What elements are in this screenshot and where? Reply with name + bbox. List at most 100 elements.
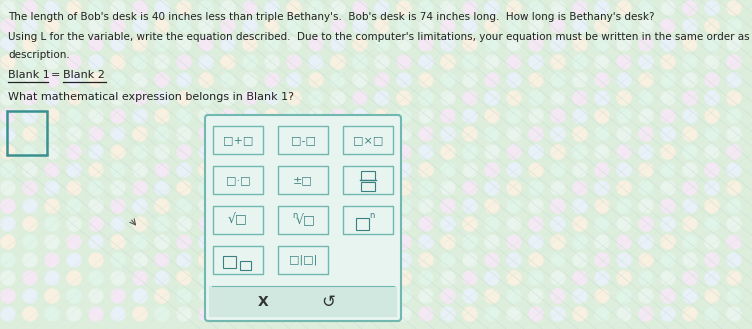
Circle shape [441, 217, 455, 231]
Circle shape [67, 199, 81, 213]
Circle shape [353, 181, 367, 195]
Circle shape [573, 91, 587, 105]
Circle shape [265, 127, 279, 141]
Circle shape [705, 217, 719, 231]
Circle shape [23, 253, 37, 267]
Circle shape [617, 1, 631, 15]
Circle shape [419, 55, 433, 69]
Circle shape [551, 181, 565, 195]
Circle shape [287, 1, 301, 15]
Circle shape [67, 253, 81, 267]
Circle shape [529, 289, 543, 303]
Circle shape [265, 145, 279, 159]
Circle shape [1, 145, 15, 159]
Circle shape [309, 307, 323, 321]
Circle shape [441, 235, 455, 249]
Circle shape [683, 181, 697, 195]
Circle shape [375, 235, 389, 249]
Circle shape [419, 37, 433, 51]
Circle shape [45, 127, 59, 141]
Circle shape [89, 19, 103, 33]
Circle shape [661, 199, 675, 213]
Circle shape [243, 235, 257, 249]
Text: n: n [369, 211, 374, 219]
FancyBboxPatch shape [278, 126, 328, 154]
Circle shape [683, 163, 697, 177]
Circle shape [419, 289, 433, 303]
Circle shape [221, 163, 235, 177]
Circle shape [23, 307, 37, 321]
Circle shape [287, 253, 301, 267]
FancyBboxPatch shape [213, 126, 263, 154]
Circle shape [23, 37, 37, 51]
Circle shape [133, 163, 147, 177]
Circle shape [1, 91, 15, 105]
Circle shape [111, 127, 125, 141]
Circle shape [177, 181, 191, 195]
Circle shape [463, 163, 477, 177]
Circle shape [45, 55, 59, 69]
Circle shape [265, 217, 279, 231]
Circle shape [221, 37, 235, 51]
Circle shape [529, 37, 543, 51]
Circle shape [419, 19, 433, 33]
Circle shape [639, 1, 653, 15]
Circle shape [705, 19, 719, 33]
Circle shape [243, 37, 257, 51]
Circle shape [485, 307, 499, 321]
Circle shape [265, 19, 279, 33]
Circle shape [221, 199, 235, 213]
Circle shape [705, 235, 719, 249]
Circle shape [23, 163, 37, 177]
Circle shape [529, 91, 543, 105]
Circle shape [441, 127, 455, 141]
Circle shape [397, 271, 411, 285]
Circle shape [309, 19, 323, 33]
Circle shape [177, 307, 191, 321]
Circle shape [419, 145, 433, 159]
Circle shape [683, 1, 697, 15]
Circle shape [397, 1, 411, 15]
Circle shape [573, 289, 587, 303]
Circle shape [287, 37, 301, 51]
Circle shape [331, 37, 345, 51]
Circle shape [331, 271, 345, 285]
Circle shape [221, 91, 235, 105]
Circle shape [507, 271, 521, 285]
Circle shape [639, 217, 653, 231]
Circle shape [67, 145, 81, 159]
Circle shape [23, 235, 37, 249]
Circle shape [155, 145, 169, 159]
Circle shape [111, 253, 125, 267]
Circle shape [353, 1, 367, 15]
Circle shape [177, 109, 191, 123]
Circle shape [419, 181, 433, 195]
Circle shape [287, 271, 301, 285]
Circle shape [287, 199, 301, 213]
Circle shape [375, 217, 389, 231]
Circle shape [463, 307, 477, 321]
Circle shape [1, 289, 15, 303]
Circle shape [309, 37, 323, 51]
Circle shape [331, 181, 345, 195]
Circle shape [221, 73, 235, 87]
Circle shape [507, 235, 521, 249]
Circle shape [397, 163, 411, 177]
Circle shape [419, 127, 433, 141]
Circle shape [111, 109, 125, 123]
Circle shape [89, 253, 103, 267]
Circle shape [67, 217, 81, 231]
Circle shape [573, 73, 587, 87]
Circle shape [287, 73, 301, 87]
Circle shape [23, 73, 37, 87]
Circle shape [287, 19, 301, 33]
Circle shape [507, 127, 521, 141]
Circle shape [727, 217, 741, 231]
Circle shape [705, 181, 719, 195]
Circle shape [375, 253, 389, 267]
Circle shape [221, 145, 235, 159]
Circle shape [265, 199, 279, 213]
Circle shape [287, 109, 301, 123]
Circle shape [617, 217, 631, 231]
Circle shape [23, 145, 37, 159]
